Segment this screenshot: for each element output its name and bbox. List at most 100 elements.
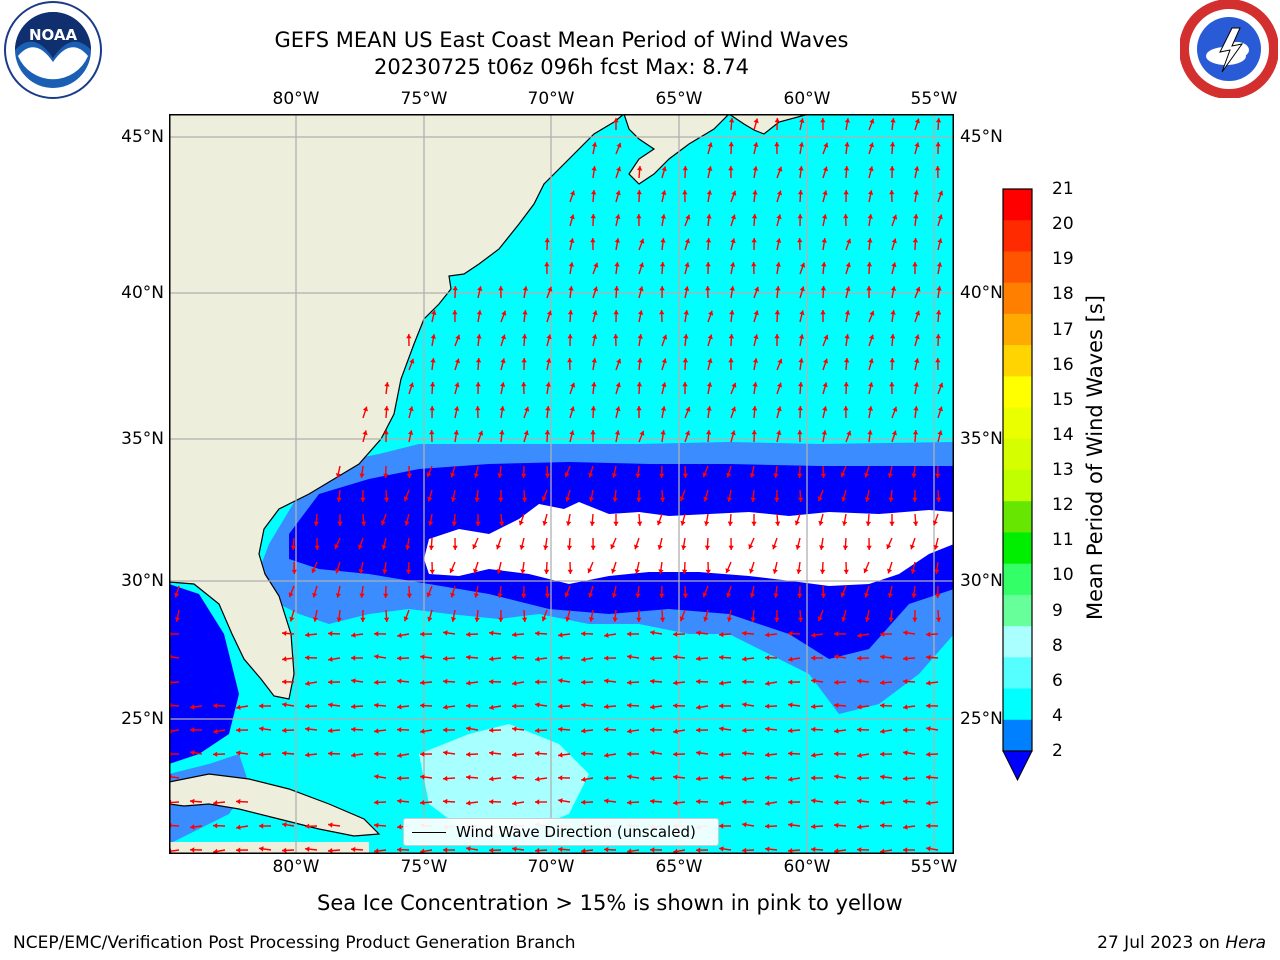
- wave-arrow-head: [397, 678, 402, 684]
- wave-arrow-head: [581, 656, 586, 662]
- lat-tick-left: 35°N: [121, 429, 164, 449]
- wave-arrow-head: [466, 680, 471, 686]
- wave-arrow-head: [682, 358, 689, 363]
- wave-arrow-head: [314, 545, 320, 550]
- wave-arrow-head: [683, 334, 689, 339]
- wave-arrow-head: [765, 726, 770, 732]
- wave-arrow-head: [842, 521, 848, 526]
- wave-arrow-head: [774, 617, 780, 622]
- wave-arrow-head: [498, 497, 504, 502]
- wave-arrow-head: [912, 497, 918, 502]
- wave-arrow-head: [776, 214, 782, 220]
- wave-arrow-head: [512, 726, 517, 732]
- colorbar-tick-label: 16: [1052, 354, 1074, 375]
- wave-arrow-head: [773, 593, 779, 598]
- wave-arrow-head: [558, 846, 563, 852]
- lat-tick-right: 40°N: [960, 283, 1003, 303]
- wave-arrow-head: [611, 473, 617, 478]
- wave-arrow-head: [880, 822, 885, 829]
- wave-arrow-head: [383, 406, 390, 411]
- wave-arrow-head: [454, 382, 460, 388]
- wave-arrow-head: [729, 286, 735, 291]
- wave-arrow-head: [913, 214, 919, 219]
- wave-arrow-head: [612, 617, 618, 622]
- wave-arrow-head: [544, 430, 551, 435]
- wave-arrow-head: [726, 592, 732, 598]
- wave-arrow-head: [937, 214, 943, 220]
- wave-arrow-head: [673, 774, 678, 780]
- wave-arrow-head: [489, 750, 494, 756]
- wave-arrow-head: [397, 824, 402, 830]
- wave-arrow-head: [843, 166, 850, 171]
- wave-arrow-head: [567, 569, 573, 574]
- wave-arrow-head: [749, 568, 755, 574]
- wave-arrow-head: [702, 592, 708, 598]
- colorbar-band: [1003, 719, 1032, 752]
- wave-arrow-head: [659, 617, 666, 622]
- wave-arrow-head: [614, 430, 621, 435]
- wave-arrow-head: [426, 472, 432, 478]
- wave-arrow-head: [742, 822, 747, 828]
- wave-arrow-head: [788, 679, 793, 685]
- wave-arrow-head: [362, 406, 368, 412]
- wave-arrow-head: [729, 310, 735, 315]
- wave-arrow-head: [403, 616, 409, 622]
- wave-arrow-head: [627, 848, 632, 854]
- wave-arrow-head: [374, 774, 379, 780]
- wave-arrow: [169, 801, 180, 804]
- wave-arrow-head: [374, 848, 379, 854]
- wave-arrow-head: [868, 190, 874, 195]
- wave-arrow-head: [613, 118, 619, 123]
- wave-arrow-head: [797, 473, 803, 478]
- wave-arrow-head: [512, 703, 517, 709]
- wave-arrow-head: [811, 823, 816, 830]
- wave-arrow-head: [558, 703, 563, 710]
- wave-arrow-head: [728, 142, 734, 147]
- wave-arrow-head: [932, 520, 938, 526]
- svg-text:NOAA: NOAA: [29, 26, 78, 44]
- wave-arrow-head: [751, 238, 757, 243]
- wave-arrow-head: [535, 656, 540, 662]
- wave-arrow-head: [604, 752, 609, 758]
- colorbar-tick-label: 13: [1052, 460, 1074, 480]
- wave-arrow-head: [887, 593, 893, 598]
- lon-tick-bottom: 65°W: [655, 857, 703, 877]
- wave-arrow-head: [753, 310, 759, 316]
- wave-arrow-head: [406, 473, 413, 478]
- wave-arrow-head: [914, 358, 920, 363]
- wave-arrow-head: [512, 800, 517, 806]
- wave-arrow-head: [406, 334, 412, 339]
- wave-arrow-head: [798, 358, 804, 363]
- wave-arrow-head: [863, 568, 869, 573]
- wave-arrow-head: [765, 680, 770, 686]
- wave-arrow-head: [384, 382, 390, 387]
- wave-arrow-head: [659, 473, 665, 478]
- wave-arrow-head: [473, 593, 479, 598]
- wave-arrow-head: [867, 238, 873, 243]
- wave-arrow-head: [660, 214, 666, 219]
- wave-arrow-head: [383, 593, 389, 598]
- wave-arrow-head: [570, 190, 576, 196]
- wave-arrow-head: [703, 616, 709, 622]
- wave-arrow-head: [591, 190, 597, 195]
- wave-arrow-head: [680, 520, 686, 526]
- nws-logo: [1180, 0, 1278, 98]
- wave-arrow-head: [684, 238, 690, 244]
- colorbar-band: [1003, 501, 1032, 533]
- wave-arrow-head: [474, 617, 480, 622]
- wave-arrow-head: [627, 654, 632, 660]
- wave-arrow-head: [592, 286, 598, 292]
- wave-arrow-head: [588, 497, 595, 502]
- wave-arrow-head: [909, 544, 915, 550]
- wave-arrow-head: [397, 655, 402, 661]
- wave-arrow-head: [811, 678, 816, 684]
- wave-arrow-head: [408, 382, 414, 388]
- wave-arrow-head: [706, 430, 712, 435]
- wave-arrow-head: [857, 632, 862, 638]
- wave-arrow-head: [719, 726, 724, 732]
- wave-arrow-head: [765, 823, 770, 829]
- lon-tick-bottom: 70°W: [527, 857, 575, 877]
- wave-arrow-head: [305, 726, 310, 732]
- lon-tick-bottom: 80°W: [272, 857, 320, 877]
- wave-arrow-head: [660, 430, 666, 435]
